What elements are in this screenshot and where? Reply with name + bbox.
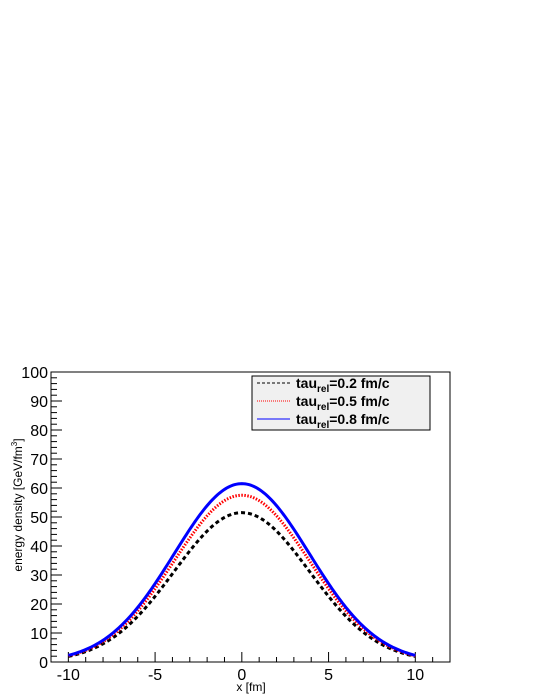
y-tick-label: 100 [21, 365, 48, 382]
y-axis-title: energy density [GeV/fm3] [10, 438, 25, 571]
y-tick-label: 90 [30, 394, 48, 411]
x-axis-title: x [fm] [236, 680, 265, 694]
y-tick-label: 50 [30, 510, 48, 527]
y-axis: 0 10 20 30 40 50 60 70 80 90 100 [21, 365, 62, 672]
y-tick-label: 10 [30, 626, 48, 643]
x-axis: -10 -5 0 5 10 [50, 652, 451, 684]
legend-label-1: taurel=0.2 fm/c [296, 375, 390, 395]
x-tick-label: 0 [237, 667, 246, 684]
series-line-3 [67, 482, 416, 657]
y-tick-label: 70 [30, 452, 48, 469]
y-tick-label: 30 [30, 568, 48, 585]
x-tick-label: 5 [324, 667, 333, 684]
y-tick-label: 0 [39, 655, 48, 672]
x-tick-label: -5 [148, 667, 162, 684]
legend-label-3: taurel=0.8 fm/c [296, 411, 390, 431]
y-tick-label: 40 [30, 539, 48, 556]
legend-box [251, 375, 431, 431]
x-tick-label: 10 [406, 667, 424, 684]
y-tick-label: 20 [30, 597, 48, 614]
series-line-2 [67, 493, 416, 658]
y-tick-label: 60 [30, 481, 48, 498]
series-line-1 [68, 511, 416, 658]
x-tick-label: -10 [57, 667, 80, 684]
y-tick-label: 80 [30, 423, 48, 440]
legend-label-2: taurel=0.5 fm/c [296, 393, 390, 413]
series-group [67, 482, 416, 658]
